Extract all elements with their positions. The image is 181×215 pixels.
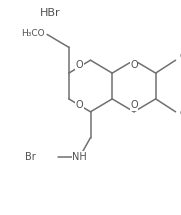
Text: NH: NH — [72, 152, 87, 162]
Text: H₃CO: H₃CO — [21, 29, 44, 38]
Text: HBr: HBr — [40, 8, 60, 18]
Text: O: O — [76, 100, 83, 110]
Text: CH₃: CH₃ — [179, 109, 181, 118]
Text: O: O — [76, 60, 83, 69]
Text: Br: Br — [26, 152, 36, 162]
Text: O: O — [130, 60, 138, 69]
Text: O: O — [130, 100, 138, 110]
Text: CH₃: CH₃ — [179, 52, 181, 61]
